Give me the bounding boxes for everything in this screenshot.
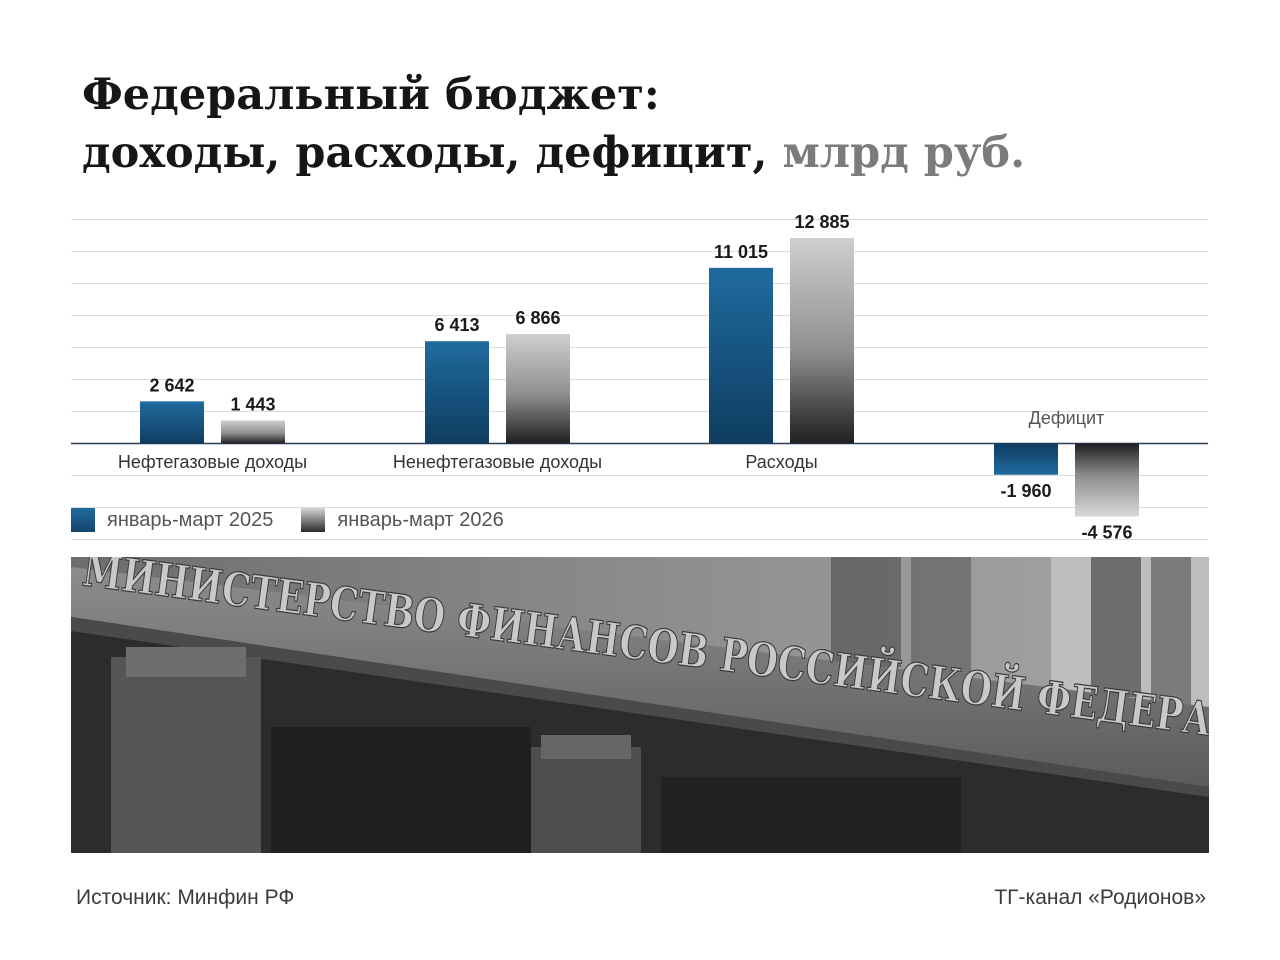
data-label-2025-3: -1 960 (1000, 481, 1051, 501)
bars (140, 238, 1139, 517)
data-label-2025-2: 11 015 (714, 242, 768, 262)
title-line-2: доходы, расходы, дефицит, (82, 128, 783, 178)
legend-item-2026: январь-март 2026 (301, 508, 504, 532)
data-label-2026-1: 6 866 (515, 308, 560, 328)
gridlines (71, 219, 1208, 540)
bar-chart: 2 642 1 443 6 413 6 866 11 015 12 885 -1 960 -4… (71, 212, 1208, 542)
data-label-2025-1: 6 413 (434, 315, 479, 335)
data-label-2026-3: -4 576 (1081, 522, 1132, 542)
source-note: Источник: Минфин РФ (76, 886, 295, 909)
title-unit: млрд руб. (782, 128, 1026, 178)
bar-2026-2 (790, 238, 854, 444)
bar-2025-3 (994, 443, 1058, 475)
bar-2025-2 (709, 267, 773, 444)
data-label-2026-0: 1 443 (230, 394, 275, 414)
data-label-2026-2: 12 885 (794, 212, 849, 232)
category-labels: Нефтегазовые доходы Ненефтегазовые доходы… (118, 408, 1104, 472)
category-label-3: Дефицит (1029, 408, 1105, 428)
value-labels: 2 642 1 443 6 413 6 866 11 015 12 885 -1 960 -4… (149, 212, 1132, 542)
legend: январь-март 2025 январь-март 2026 (71, 508, 532, 532)
legend-swatch-2025 (71, 508, 95, 532)
ministry-building-photo: МИНИСТЕРСТВО ФИНАНСОВ РОССИЙСКОЙ ФЕДЕРАЦ… (71, 557, 1209, 853)
legend-swatch-2026 (301, 508, 326, 532)
bar-2025-1 (425, 341, 489, 444)
title-line-1: Федеральный бюджет: (82, 70, 660, 120)
legend-item-2025: январь-март 2025 (71, 508, 273, 532)
legend-label-2025: январь-март 2025 (107, 508, 274, 531)
bar-2025-0 (140, 401, 204, 444)
category-label-0: Нефтегазовые доходы (118, 452, 307, 472)
category-label-1: Ненефтегазовые доходы (393, 452, 602, 472)
bar-2026-0 (221, 420, 285, 444)
bar-2026-3 (1075, 443, 1139, 517)
data-label-2025-0: 2 642 (149, 375, 194, 395)
channel-credit: ТГ-канал «Родионов» (994, 886, 1206, 909)
category-label-2: Расходы (745, 452, 817, 472)
bar-2026-1 (506, 333, 570, 444)
chart-title: Федеральный бюджет: доходы, расходы, дефи… (82, 66, 1025, 182)
legend-label-2026: январь-март 2026 (337, 508, 504, 531)
